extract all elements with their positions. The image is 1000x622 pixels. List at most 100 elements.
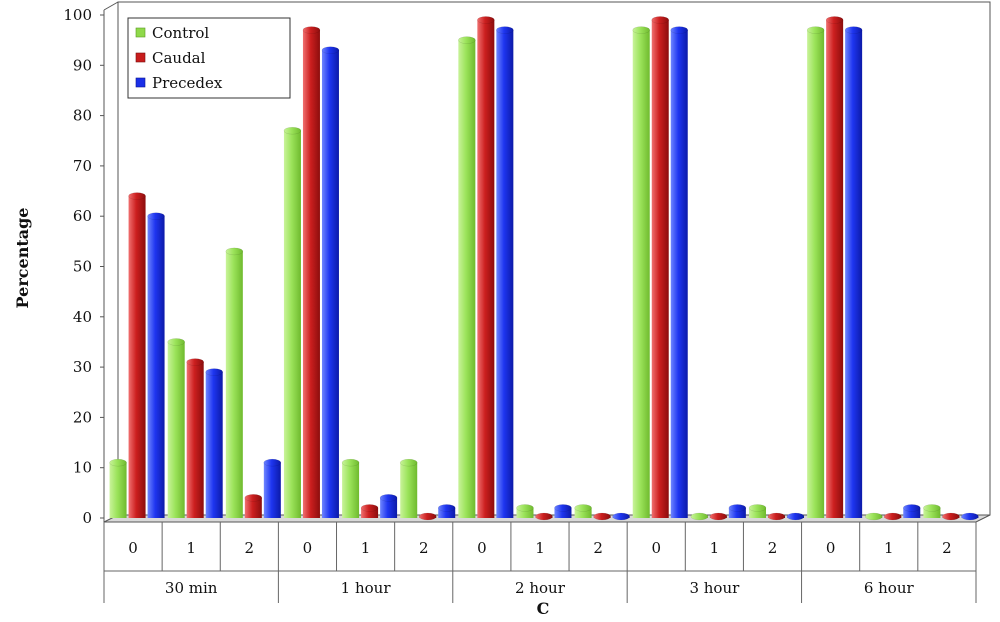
bar-body bbox=[302, 30, 320, 519]
bar-caudal bbox=[535, 512, 553, 521]
bar-cap bbox=[263, 458, 282, 467]
x-tick-label: 2 bbox=[768, 539, 778, 557]
bar-cap bbox=[767, 512, 786, 521]
bar-caudal bbox=[593, 512, 611, 521]
legend-swatch-precedex bbox=[135, 77, 146, 88]
y-tick-label: 40 bbox=[73, 308, 92, 326]
x-tick-label: 0 bbox=[651, 539, 661, 557]
bar-cap bbox=[477, 16, 495, 24]
bar-cap bbox=[186, 358, 204, 366]
bar-precedex bbox=[496, 26, 514, 519]
bar-body bbox=[342, 462, 360, 518]
bar-cap bbox=[554, 504, 572, 512]
x-tick-label: 2 bbox=[419, 539, 429, 557]
bar-caudal bbox=[418, 512, 437, 521]
bar-cap bbox=[225, 247, 244, 256]
bar-cap bbox=[418, 512, 437, 521]
bar-cap bbox=[302, 26, 321, 34]
bar-control bbox=[690, 512, 709, 521]
bar-control bbox=[516, 504, 534, 518]
x-tick-label: 2 bbox=[593, 539, 603, 557]
bar-precedex bbox=[554, 504, 572, 518]
side-wall-top bbox=[103, 1, 119, 11]
bar-body bbox=[554, 507, 572, 518]
bar-body bbox=[380, 497, 398, 518]
bar-precedex bbox=[321, 46, 340, 519]
legend-label-precedex: Precedex bbox=[152, 74, 223, 92]
bar-body bbox=[632, 30, 650, 519]
bar-cap bbox=[728, 504, 747, 512]
bar-body bbox=[458, 40, 476, 519]
bar-cap bbox=[942, 512, 960, 521]
bar-body bbox=[400, 462, 418, 518]
bar-body bbox=[167, 341, 185, 518]
bar-precedex bbox=[437, 504, 456, 518]
bar-cap bbox=[670, 26, 688, 34]
bar-caudal bbox=[477, 16, 495, 519]
bar-body bbox=[903, 507, 921, 518]
bar-body bbox=[244, 497, 262, 518]
x-tick-label: 0 bbox=[477, 539, 487, 557]
bar-cap bbox=[690, 512, 709, 521]
bar-cap bbox=[806, 26, 825, 34]
bar-cap bbox=[379, 494, 398, 502]
x-group-label: 30 min bbox=[165, 579, 218, 597]
bar-cap bbox=[283, 126, 302, 135]
bar-body bbox=[651, 20, 669, 519]
bar-body bbox=[263, 462, 281, 518]
y-tick-label: 30 bbox=[73, 358, 92, 376]
bar-body bbox=[361, 507, 379, 518]
y-tick-label: 90 bbox=[73, 56, 92, 74]
bar-cap bbox=[341, 458, 360, 467]
bar-cap bbox=[167, 338, 185, 346]
bar-cap bbox=[786, 512, 805, 521]
bar-body bbox=[283, 130, 301, 518]
bar-cap bbox=[593, 512, 611, 521]
bar-cap bbox=[496, 26, 514, 34]
bar-cap bbox=[535, 512, 553, 521]
bar-body bbox=[477, 20, 495, 519]
x-tick-label: 1 bbox=[186, 539, 196, 557]
bar-cap bbox=[205, 368, 223, 376]
bar-control bbox=[865, 512, 883, 521]
bar-cap bbox=[884, 512, 902, 521]
bar-precedex bbox=[670, 26, 688, 519]
x-tick-label: 0 bbox=[303, 539, 313, 557]
bar-body bbox=[807, 30, 825, 519]
bar-precedex bbox=[961, 512, 979, 521]
legend-item-control: Control bbox=[135, 24, 209, 42]
bar-body bbox=[186, 362, 204, 518]
bar-caudal bbox=[767, 512, 786, 521]
bar-precedex bbox=[205, 368, 223, 518]
bar-precedex bbox=[728, 504, 747, 518]
y-tick-label: 0 bbox=[82, 509, 92, 527]
bar-cap bbox=[961, 512, 979, 521]
y-tick-label: 80 bbox=[73, 107, 92, 125]
bar-cap bbox=[128, 192, 146, 200]
legend-swatch-control bbox=[135, 27, 146, 38]
y-tick-label: 60 bbox=[73, 207, 92, 225]
x-tick-label: 1 bbox=[361, 539, 371, 557]
x-tick-label: 2 bbox=[942, 539, 952, 557]
bar-control bbox=[632, 26, 650, 519]
x-tick-label: 2 bbox=[245, 539, 255, 557]
bar-cap bbox=[360, 504, 379, 512]
bar-control bbox=[806, 26, 825, 519]
x-tick-label: 1 bbox=[535, 539, 545, 557]
bar-cap bbox=[748, 504, 767, 512]
bar-body bbox=[205, 372, 223, 518]
bar-body bbox=[438, 507, 456, 518]
bar-cap bbox=[844, 26, 863, 34]
x-group-label: 2 hour bbox=[515, 579, 566, 597]
bar-cap bbox=[903, 504, 921, 512]
bar-body bbox=[670, 30, 688, 519]
y-axis: 0 10 20 30 40 50 60 70 80 90 100 bbox=[63, 6, 104, 527]
legend-swatch-caudal bbox=[135, 52, 146, 63]
y-tick-label: 70 bbox=[73, 157, 92, 175]
bar-body bbox=[496, 30, 514, 519]
y-axis-label: Percentage bbox=[13, 208, 32, 309]
bar-control bbox=[109, 458, 127, 518]
bar-precedex bbox=[903, 504, 921, 518]
bar-precedex bbox=[263, 458, 282, 518]
